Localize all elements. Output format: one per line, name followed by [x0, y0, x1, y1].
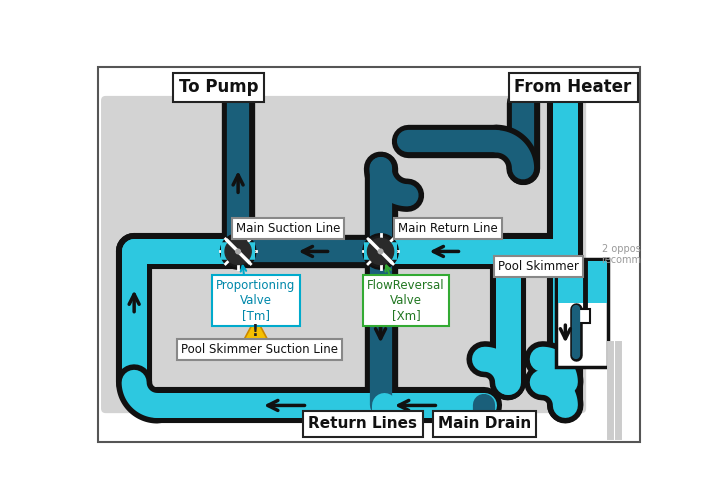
Circle shape [367, 238, 394, 265]
FancyBboxPatch shape [101, 96, 586, 413]
Text: Pool Skimmer: Pool Skimmer [498, 261, 579, 273]
Bar [573, 309, 590, 323]
Text: !: ! [253, 324, 259, 339]
Circle shape [222, 236, 253, 267]
Bar [556, 259, 608, 367]
Circle shape [378, 249, 383, 254]
Text: Main Suction Line: Main Suction Line [236, 222, 341, 235]
Circle shape [235, 249, 240, 254]
Text: FlowReversal
Valve
[Xm]: FlowReversal Valve [Xm] [367, 279, 445, 322]
Text: Return Lines: Return Lines [308, 416, 418, 431]
Circle shape [225, 238, 251, 265]
Text: From Heater: From Heater [514, 79, 631, 96]
Circle shape [363, 234, 398, 269]
Text: Pool Skimmer Suction Line: Pool Skimmer Suction Line [181, 343, 338, 356]
Text: To Pump: To Pump [179, 79, 258, 96]
Text: 2 oppos
recomm: 2 oppos recomm [601, 244, 642, 265]
Text: Main Return Line: Main Return Line [398, 222, 498, 235]
Circle shape [220, 234, 256, 269]
Bar [558, 261, 607, 303]
Circle shape [365, 236, 396, 267]
Text: Main Drain: Main Drain [438, 416, 531, 431]
Text: Proportioning
Valve
[Tm]: Proportioning Valve [Tm] [216, 279, 295, 322]
Polygon shape [244, 318, 267, 339]
